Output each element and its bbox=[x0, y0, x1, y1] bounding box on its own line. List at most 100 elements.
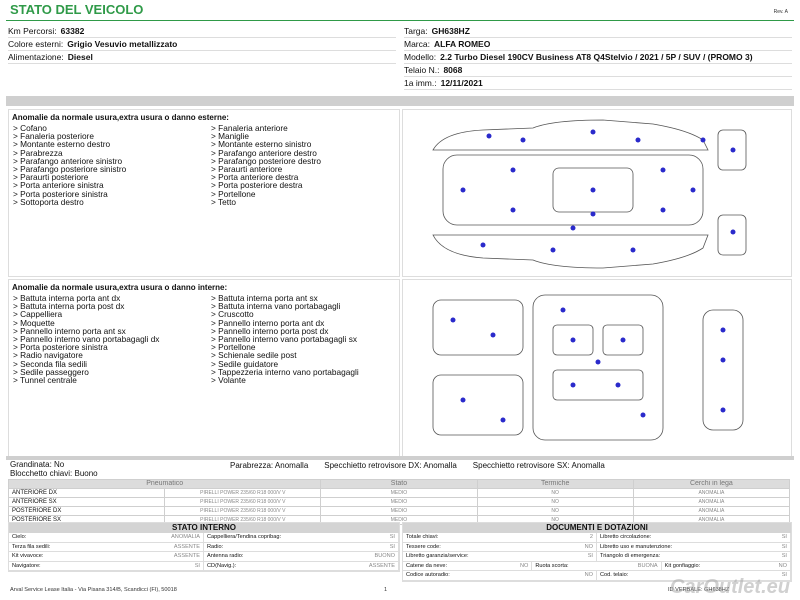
pair-value: 2 bbox=[589, 534, 593, 540]
anomaly-item: > Fanaleria posteriore bbox=[13, 131, 94, 142]
anomaly-item: > Pannello interno vano portabagagli sx bbox=[211, 334, 357, 345]
front-view bbox=[717, 129, 747, 171]
info-label: Targa: bbox=[404, 26, 428, 36]
pair: Cielo: ANOMALIA bbox=[9, 533, 204, 542]
pair-label: Terza fila sedili: bbox=[12, 543, 51, 550]
section-heading: Anomalie da normale usura,extra usura o … bbox=[12, 283, 228, 292]
pair-value: SI bbox=[194, 562, 200, 569]
header-cell: Cerchi in lega bbox=[632, 479, 791, 489]
footer-address: Arval Service Lease Italia - Via Pisana … bbox=[10, 587, 177, 593]
info-label: Alimentazione: bbox=[8, 52, 64, 62]
anomaly-item: > Montante esterno sinistro bbox=[211, 139, 312, 150]
seat bbox=[602, 324, 644, 356]
internal-state: STATO INTERNO Cielo: ANOMALIA Cappelliera/T… bbox=[8, 522, 400, 572]
tyre-cell: PIRELLI POWER 235/60 R18 000/V V bbox=[164, 506, 322, 516]
pair-value: NO bbox=[519, 562, 529, 569]
exterior-diagram bbox=[402, 109, 792, 277]
pair: CD(Navig.): ASSENTE bbox=[204, 561, 399, 570]
tyre-table: Pneumatico Stato Termiche Cerchi in lega ANT… bbox=[7, 479, 791, 525]
interior-diagram bbox=[402, 279, 792, 457]
pair: Libretto uso e manutenzione: SI bbox=[597, 542, 791, 551]
info-value: 63382 bbox=[60, 26, 85, 36]
rear-seat bbox=[552, 369, 644, 401]
tyre-cell: ANTERIORE DX bbox=[7, 488, 166, 498]
anomaly-item: > Portellone bbox=[211, 188, 256, 199]
pair: Antenna radio: BUONO bbox=[204, 552, 399, 561]
pair-value: SI bbox=[781, 553, 787, 559]
pair: Catene da neve: NO bbox=[403, 561, 533, 570]
anomaly-item: > Battuta interna porta ant sx bbox=[211, 293, 318, 303]
tyre-cell: NO bbox=[476, 506, 634, 516]
table-title: DOCUMENTI E DOTAZIONI bbox=[403, 523, 791, 533]
damage-dots bbox=[460, 129, 736, 253]
anomaly-item: > Moquette bbox=[13, 317, 55, 328]
pair-label: Catene da neve: bbox=[406, 562, 448, 569]
anomaly-item: > Parafango posteriore sinistro bbox=[13, 164, 127, 175]
info-row: Modello: 2.2 Turbo Diesel 190CV Business … bbox=[404, 51, 792, 64]
pair-label: Libretto garanzia/service: bbox=[406, 553, 469, 559]
anomaly-item: > Volante bbox=[211, 375, 246, 386]
separator bbox=[6, 456, 794, 460]
pair-value: NO bbox=[584, 572, 593, 578]
anomaly-item: > Paraurti anteriore bbox=[211, 164, 283, 175]
header-cell: Pneumatico bbox=[7, 479, 322, 489]
condition: Parabrezza: Anomalla bbox=[230, 461, 309, 470]
tyre-cell: NO bbox=[476, 488, 634, 498]
pair-label: Cielo: bbox=[12, 534, 27, 540]
pair-value: BUONA bbox=[637, 562, 658, 569]
pair-value: ASSENTE bbox=[173, 543, 200, 550]
anomaly-item: > Radio navigatore bbox=[13, 350, 83, 361]
info-value: 8068 bbox=[443, 65, 463, 75]
tyre-row: ANTERIORE DX PIRELLI POWER 235/60 R18 000… bbox=[7, 488, 791, 498]
anomaly-item: > Porta posteriore sinistra bbox=[13, 188, 108, 199]
pair-value: SI bbox=[389, 534, 395, 540]
pair: Triangolo di emergenza: SI bbox=[597, 552, 791, 561]
anomaly-item: > Parafango anteriore destro bbox=[211, 147, 317, 158]
anomaly-item: > Sedile guidatore bbox=[211, 358, 279, 369]
anomaly-item: > Pannello interno vano portabagagli dx bbox=[13, 334, 160, 345]
anomaly-item: > Tunnel centrale bbox=[13, 375, 77, 386]
pair: Totale chiavi: 2 bbox=[403, 533, 597, 542]
anomaly-item: > Parafango posteriore destro bbox=[211, 155, 322, 166]
rear-view bbox=[717, 214, 747, 256]
pair-value: ASSENTE bbox=[173, 553, 200, 559]
info-value: ALFA ROMEO bbox=[433, 39, 491, 49]
pair: Cod. telaio: SI bbox=[597, 571, 791, 580]
anomaly-item: > Pannello interno porta post dx bbox=[211, 325, 329, 336]
pair: Libretto garanzia/service: SI bbox=[403, 552, 597, 561]
anomaly-item: > Paraurti posteriore bbox=[13, 172, 89, 183]
footer-id: ID VERBALE: GH638HZ bbox=[668, 587, 730, 593]
pair-row: Tessere code: NO Libretto uso e manutenzio… bbox=[403, 542, 791, 552]
side-top bbox=[432, 119, 709, 151]
info-label: Colore esterni: bbox=[8, 39, 64, 49]
pair-value: NO bbox=[778, 562, 787, 569]
trunk bbox=[432, 374, 524, 436]
info-row: Alimentazione: Diesel bbox=[8, 51, 396, 64]
top-view bbox=[442, 154, 704, 226]
tyres: Pneumatico Stato Termiche Cerchi in lega ANT… bbox=[7, 479, 791, 525]
tyre-row: ANTERIORE SX PIRELLI POWER 235/60 R18 000… bbox=[7, 497, 791, 507]
pair-label: Tessere code: bbox=[406, 543, 441, 550]
anomaly-item: > Battuta interna porta post dx bbox=[13, 301, 125, 312]
info-value: Grigio Vesuvio metallizzato bbox=[67, 39, 178, 49]
info-label: Modello: bbox=[404, 52, 437, 62]
pair-label: Kit gonfiaggio: bbox=[664, 562, 701, 569]
pair-value: ASSENTE bbox=[368, 562, 395, 569]
anomaly-item: > Tappezzeria interno vano portabagagli bbox=[211, 366, 359, 377]
pair-value: SI bbox=[389, 543, 395, 550]
pair-label: Cod. telaio: bbox=[600, 572, 629, 578]
info-value: GH638HZ bbox=[431, 26, 470, 36]
watermark: CarOutlet.eu bbox=[669, 576, 790, 598]
exterior-list: Anomalie da normale usura,extra usura o … bbox=[8, 109, 400, 277]
anomaly-item: > Cofano bbox=[13, 123, 47, 133]
pair: Tessere code: NO bbox=[403, 542, 597, 551]
anomaly-item: > Sedile passeggero bbox=[13, 366, 89, 377]
anomaly-item: > Pannello interno porta ant dx bbox=[211, 317, 325, 328]
pair-row: Kit vivavoce: ASSENTE Antenna radio: BUONO bbox=[9, 552, 399, 562]
anomaly-item: > Parabrezza bbox=[13, 147, 63, 158]
side-bottom bbox=[432, 234, 709, 269]
anomaly-column: > Battuta interna porta ant sx > Battuta … bbox=[211, 293, 391, 386]
anomaly-item: > Schienale sedile post bbox=[211, 350, 297, 361]
pair-label: Kit vivavoce: bbox=[12, 553, 44, 559]
